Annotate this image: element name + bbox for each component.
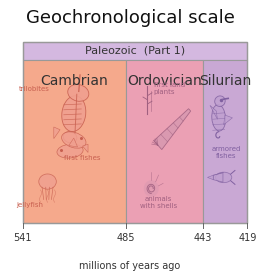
Text: animals
with shells: animals with shells (140, 196, 177, 209)
Polygon shape (154, 109, 191, 150)
Circle shape (144, 180, 159, 197)
Polygon shape (207, 175, 213, 180)
Bar (203, 60, 248, 223)
Text: Ordovician: Ordovician (127, 74, 202, 88)
Polygon shape (82, 144, 88, 153)
Text: first land
plants: first land plants (154, 82, 185, 95)
Text: trilobites: trilobites (18, 86, 49, 92)
Text: millions of years ago: millions of years ago (79, 261, 181, 271)
Text: Silurian: Silurian (199, 74, 251, 88)
Polygon shape (210, 105, 217, 119)
Polygon shape (213, 173, 223, 182)
Text: Cambrian: Cambrian (40, 74, 108, 88)
Text: Geochronological scale: Geochronological scale (25, 9, 235, 27)
Text: armored
fishes: armored fishes (211, 146, 241, 159)
Ellipse shape (68, 85, 89, 101)
Bar (23, 42, 248, 60)
Text: jellyfish: jellyfish (17, 202, 44, 208)
Ellipse shape (212, 105, 226, 131)
Ellipse shape (62, 132, 86, 148)
Bar (126, 60, 203, 223)
Ellipse shape (39, 174, 56, 189)
Polygon shape (54, 127, 60, 139)
Text: 541: 541 (13, 233, 32, 243)
Polygon shape (224, 115, 232, 125)
Text: first fishes: first fishes (64, 155, 101, 161)
Bar (23, 60, 126, 223)
Ellipse shape (216, 172, 232, 183)
Text: 419: 419 (238, 233, 257, 243)
Polygon shape (69, 138, 77, 147)
Ellipse shape (62, 96, 86, 132)
Ellipse shape (57, 144, 83, 158)
Text: 443: 443 (194, 233, 212, 243)
Bar (23, 42, 248, 223)
Text: 485: 485 (116, 233, 135, 243)
Ellipse shape (215, 96, 225, 106)
Text: Paleozoic  (Part 1): Paleozoic (Part 1) (85, 46, 185, 56)
Ellipse shape (63, 132, 77, 143)
